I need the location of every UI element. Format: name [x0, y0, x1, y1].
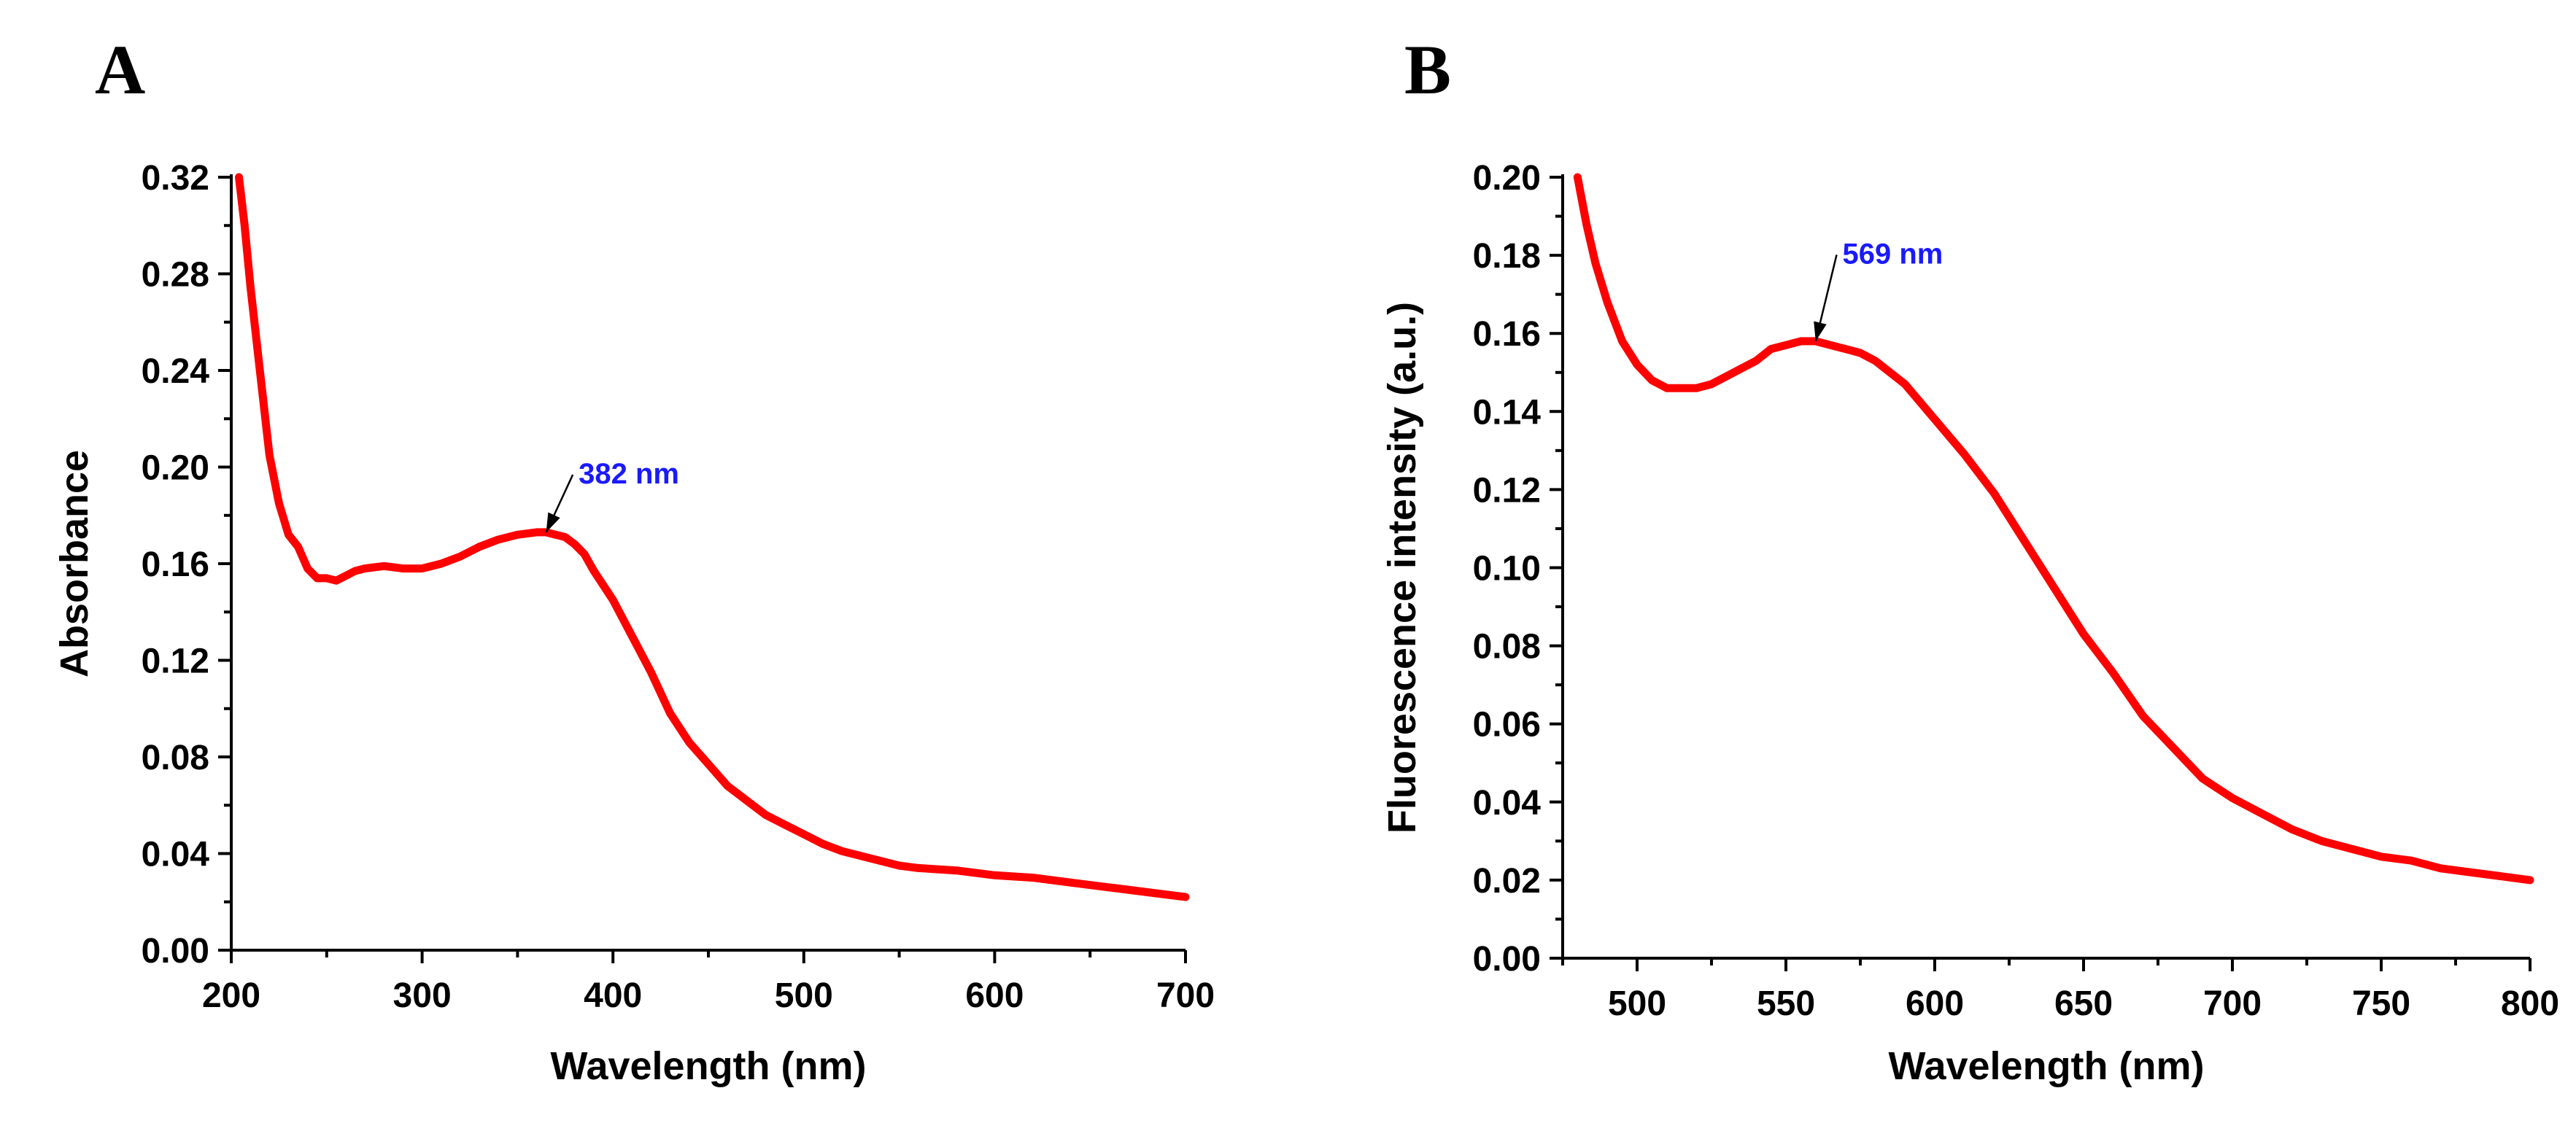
- x-axis-label-b: Wavelength (nm): [1888, 1044, 2204, 1088]
- x-tick-label-a: 200: [202, 976, 260, 1015]
- y-tick-label-a: 0.04: [142, 836, 210, 874]
- x-tick-label-a: 300: [393, 976, 452, 1015]
- annotation-arrowhead-a: [546, 512, 560, 532]
- annotation-label-a: 382 nm: [579, 458, 679, 490]
- y-tick-label-b: 0.14: [1473, 393, 1542, 432]
- y-tick-label-a: 0.00: [142, 932, 209, 971]
- plot-area-a: [235, 173, 1190, 901]
- y-tick-label-a: 0.16: [142, 545, 209, 584]
- y-axis-ticks-b: 0.00 0.02 0.04 0.06 0.08 0.10 0.12 0.14 0.16 0.18…: [1473, 159, 1563, 979]
- x-tick-label-b: 750: [2352, 984, 2410, 1023]
- x-tick-label-b: 600: [1906, 984, 1964, 1023]
- y-axis-label-a: Absorbance: [53, 450, 96, 677]
- x-tick-label-a: 400: [584, 976, 642, 1015]
- y-tick-label-a: 0.32: [142, 159, 209, 198]
- y-tick-label-b: 0.12: [1473, 471, 1541, 510]
- y-tick-label-b: 0.20: [1473, 159, 1541, 198]
- y-tick-label-a: 0.12: [142, 642, 209, 681]
- annotations-b: 569 nm: [1814, 238, 1943, 342]
- y-tick-label-a: 0.08: [142, 739, 209, 777]
- y-tick-label-a: 0.24: [142, 352, 210, 391]
- series-line-a-0: [235, 173, 1190, 901]
- x-tick-label-b: 500: [1608, 984, 1666, 1023]
- y-axis-ticks-a: 0.00 0.04 0.08 0.12 0.16 0.20 0.24 0.28 0.32: [142, 159, 231, 971]
- x-tick-label-b: 650: [2054, 984, 2113, 1023]
- annotations-a: 382 nm: [545, 458, 679, 533]
- y-tick-label-b: 0.16: [1473, 315, 1541, 354]
- axes-a: [230, 174, 1185, 952]
- y-tick-label-b: 0.04: [1473, 784, 1542, 823]
- y-tick-label-b: 0.02: [1473, 862, 1541, 901]
- series-line-b-0: [1573, 173, 2534, 885]
- y-axis-label-b: Fluorescence intensity (a.u.): [1380, 302, 1424, 833]
- annotation-arrowhead-b: [1814, 321, 1827, 341]
- x-tick-label-a: 600: [965, 976, 1024, 1015]
- x-axis-ticks-a: 200 300 400 500 600 700: [202, 950, 1215, 1015]
- y-tick-label-a: 0.28: [142, 256, 209, 295]
- annotation-label-b: 569 nm: [1843, 238, 1943, 270]
- y-tick-label-a: 0.20: [142, 449, 209, 488]
- x-axis-label-a: Wavelength (nm): [550, 1044, 866, 1088]
- x-tick-label-b: 700: [2203, 984, 2262, 1023]
- chart-panel-a: A 200 300 400 500 600 700 0.00 0.04 0.08 0.12 0.1…: [53, 31, 1215, 1088]
- y-tick-label-b: 0.06: [1473, 706, 1541, 745]
- x-axis-ticks-b: 500 550 600 650 700 750 800: [1561, 958, 2559, 1023]
- panel-label-a: A: [95, 31, 145, 109]
- y-tick-label-b: 0.08: [1473, 628, 1541, 667]
- x-tick-label-b: 550: [1757, 984, 1815, 1023]
- y-tick-label-b: 0.18: [1473, 237, 1541, 276]
- axes-b: [1561, 174, 2530, 960]
- panel-label-b: B: [1404, 31, 1451, 109]
- x-tick-label-a: 700: [1156, 976, 1215, 1015]
- y-tick-label-b: 0.10: [1473, 550, 1541, 588]
- plot-area-b: [1573, 173, 2534, 885]
- x-tick-label-b: 800: [2501, 984, 2559, 1023]
- y-tick-label-b: 0.00: [1473, 940, 1541, 979]
- chart-panel-b: B 500 550 600 650 700 750 800 0.00 0.02 0.04 0.06…: [1380, 31, 2559, 1088]
- x-tick-label-a: 500: [775, 976, 833, 1015]
